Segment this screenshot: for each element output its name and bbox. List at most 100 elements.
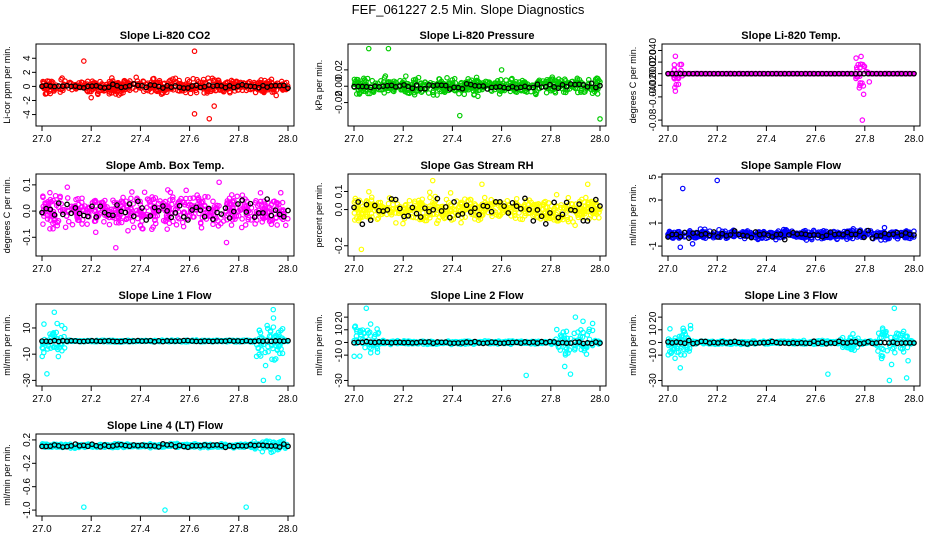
y-axis-label: ml/min per min. — [314, 314, 324, 376]
data-point — [351, 353, 357, 360]
x-tick-label: 28.0 — [590, 264, 610, 275]
x-tick-label: 27.0 — [344, 394, 364, 405]
data-point — [238, 224, 245, 231]
x-tick-label: 28.0 — [590, 134, 610, 145]
data-point — [264, 322, 270, 329]
x-tick-label: 27.4 — [757, 134, 777, 145]
panel-title: Slope Amb. Box Temp. — [106, 160, 225, 172]
data-point — [228, 222, 235, 228]
y-tick-label: -0.2 — [334, 237, 345, 255]
x-tick-label: 27.2 — [81, 264, 101, 275]
data-point — [262, 362, 269, 369]
data-point — [679, 185, 686, 192]
data-point — [860, 91, 867, 98]
x-tick-label: 28.0 — [590, 394, 610, 405]
data-point — [239, 216, 245, 222]
y-tick-label: 0.040 — [648, 38, 659, 63]
data-point — [211, 77, 218, 83]
data-point — [211, 103, 218, 109]
y-tick-label: -0.02 — [334, 91, 345, 114]
data-point — [206, 79, 213, 85]
data-point — [191, 111, 198, 117]
data-point — [427, 194, 433, 201]
data-point — [430, 92, 437, 98]
data-point — [270, 315, 277, 321]
data-point — [234, 193, 241, 200]
overlay-point — [285, 207, 291, 214]
overlay-point — [280, 82, 287, 89]
x-tick-label: 27.8 — [541, 264, 561, 275]
y-tick-label: -1 — [648, 241, 659, 250]
y-tick-label: 0.0 — [334, 202, 345, 216]
data-point — [153, 88, 160, 94]
data-point — [65, 218, 72, 225]
data-point — [133, 74, 140, 81]
y-axis-label: percent per min. — [314, 182, 324, 247]
y-tick-label: 0.1 — [22, 177, 33, 191]
x-tick-label: 27.4 — [131, 134, 151, 145]
data-point — [513, 195, 520, 202]
x-tick-label: 27.6 — [180, 394, 200, 405]
data-point — [497, 76, 504, 83]
y-axis-label: Li-cor ppm per min. — [2, 46, 12, 124]
x-tick-label: 27.6 — [806, 134, 826, 145]
overlay-point — [359, 221, 366, 228]
x-tick-label: 27.2 — [707, 264, 727, 275]
data-point — [55, 353, 62, 360]
x-tick-label: 27.6 — [180, 134, 200, 145]
panel-title: Slope Sample Flow — [741, 160, 842, 172]
x-tick-label: 27.2 — [393, 134, 413, 145]
data-point — [859, 117, 866, 123]
y-tick-label: 3 — [648, 197, 659, 203]
data-point — [130, 224, 137, 231]
data-point — [357, 353, 363, 359]
x-tick-label: 27.6 — [806, 264, 826, 275]
panel-title: Slope Line 1 Flow — [119, 290, 212, 302]
x-tick-label: 27.4 — [443, 394, 463, 405]
plot-frame — [661, 43, 921, 127]
panel-title: Slope Li-820 CO2 — [120, 30, 210, 42]
data-point — [465, 76, 471, 82]
overlay-point — [530, 218, 537, 224]
x-tick-label: 27.2 — [707, 134, 727, 145]
panel-title: Slope Li-820 Pressure — [420, 30, 535, 42]
data-point — [260, 377, 267, 384]
y-tick-label: -0.08 — [648, 108, 659, 131]
overlay-point — [551, 199, 557, 206]
data-point — [461, 91, 468, 98]
data-point — [400, 220, 406, 227]
data-point — [58, 76, 64, 83]
data-point — [51, 309, 58, 316]
x-tick-label: 27.6 — [806, 394, 826, 405]
data-point — [447, 190, 454, 196]
data-point — [166, 78, 172, 85]
data-point — [228, 77, 235, 84]
data-point — [92, 229, 99, 236]
data-point — [52, 192, 59, 199]
data-point — [572, 314, 579, 320]
data-point — [205, 194, 211, 200]
data-point — [358, 246, 365, 253]
data-point — [268, 76, 275, 83]
y-axis-label: kPa per min. — [314, 60, 324, 111]
data-point — [79, 221, 85, 227]
y-tick-label: 10 — [648, 324, 659, 336]
y-tick-label: 10 — [334, 324, 345, 336]
data-point — [125, 227, 131, 234]
data-point — [385, 45, 392, 52]
overlay-points — [665, 70, 917, 77]
data-point — [393, 220, 399, 226]
x-tick-label: 28.0 — [278, 134, 298, 145]
x-tick-label: 27.0 — [344, 264, 364, 275]
data-point — [671, 62, 678, 68]
y-tick-label: 20 — [334, 311, 345, 323]
figure-title: FEF_061227 2.5 Min. Slope Diagnostics — [352, 2, 585, 17]
data-point — [39, 353, 46, 360]
overlay-point — [64, 201, 70, 208]
data-point — [565, 194, 572, 201]
data-point — [47, 90, 54, 97]
data-point — [84, 221, 90, 227]
